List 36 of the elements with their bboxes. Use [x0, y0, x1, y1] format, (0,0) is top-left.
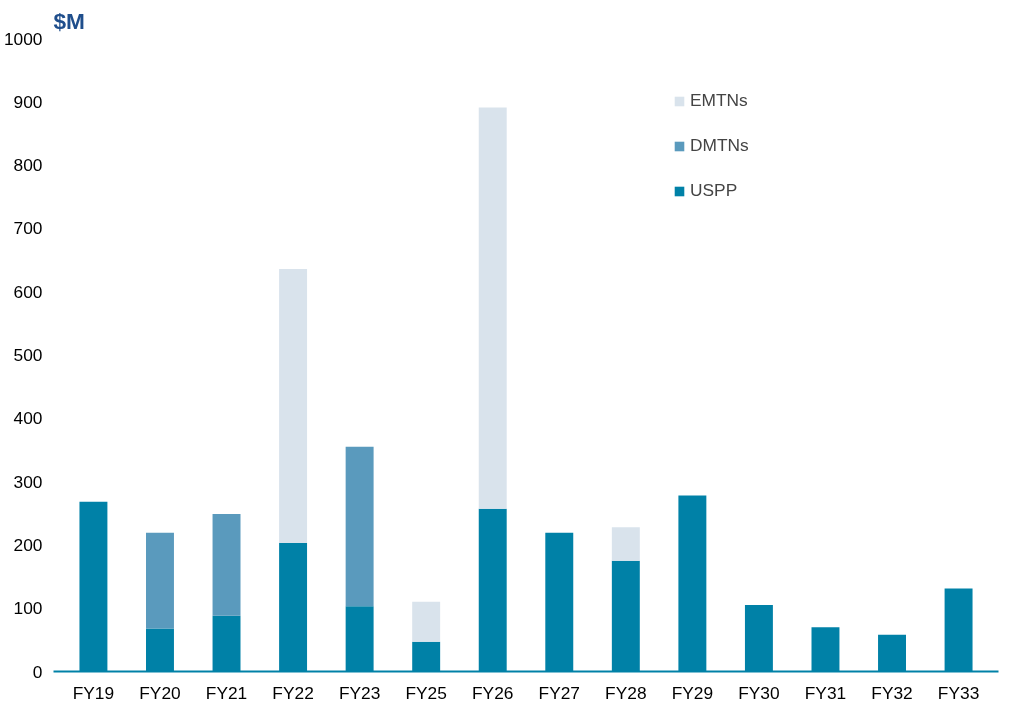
y-tick-label: 0	[32, 661, 43, 682]
x-tick-label: FY19	[72, 682, 115, 703]
y-tick-label: 800	[13, 155, 43, 176]
bar	[345, 446, 374, 607]
x-tick-label: FY20	[139, 682, 181, 703]
bar	[611, 527, 640, 561]
y-tick-label: 300	[13, 471, 43, 492]
legend-label: EMTNs	[690, 90, 748, 111]
y-tick-label: 700	[13, 218, 43, 239]
x-tick-label: FY25	[405, 682, 447, 703]
x-tick-label: FY23	[338, 682, 381, 703]
x-tick-label: FY31	[804, 682, 847, 703]
y-tick-label: 200	[13, 534, 43, 555]
x-tick-label: FY22	[272, 682, 314, 703]
bar	[212, 513, 241, 616]
y-tick-label: 100	[13, 598, 43, 619]
bar	[279, 268, 308, 543]
legend-label: USPP	[690, 180, 738, 201]
x-tick-label: FY33	[937, 682, 980, 703]
x-tick-label: FY29	[671, 682, 714, 703]
y-tick-label: 600	[13, 281, 43, 302]
x-tick-label: FY26	[472, 682, 514, 703]
x-tick-label: FY30	[738, 682, 780, 703]
legend-label: DMTNs	[690, 135, 749, 156]
bar	[478, 107, 507, 509]
y-tick-label: 900	[13, 91, 43, 112]
y-tick-label: 1000	[3, 28, 43, 49]
x-tick-label: FY27	[538, 682, 580, 703]
x-tick-label: FY28	[605, 682, 647, 703]
bar	[412, 601, 441, 642]
y-tick-label: 500	[13, 345, 43, 365]
x-tick-label: FY32	[871, 682, 913, 703]
chart-title: $M	[53, 7, 85, 34]
bar	[146, 532, 174, 629]
y-tick-label: 400	[13, 408, 43, 429]
x-tick-label: FY21	[205, 682, 248, 703]
